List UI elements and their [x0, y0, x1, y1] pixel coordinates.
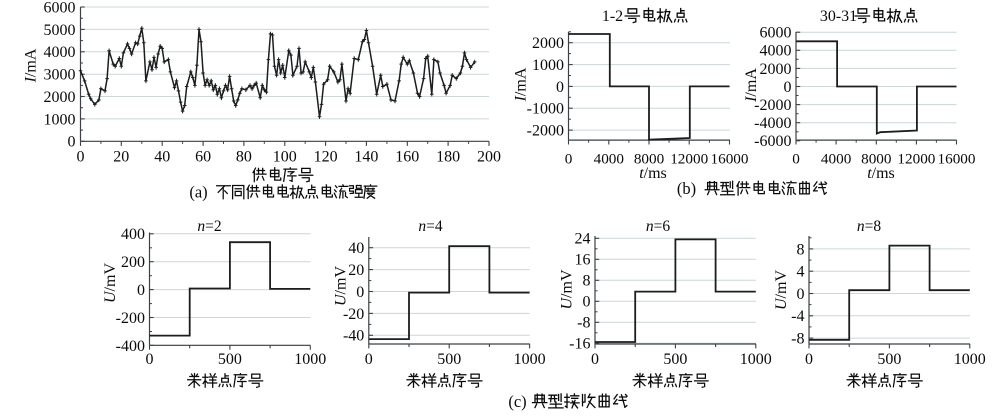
svg-text:-6000: -6000 [754, 133, 791, 150]
svg-text:60: 60 [195, 149, 211, 166]
svg-text:t/ms: t/ms [867, 165, 895, 182]
svg-text:6000: 6000 [44, 0, 76, 16]
svg-text:I/mA: I/mA [743, 68, 760, 103]
svg-text:4: 4 [797, 264, 805, 281]
svg-text:-2000: -2000 [754, 97, 791, 114]
svg-text:1000: 1000 [514, 351, 546, 368]
svg-text:-2000: -2000 [527, 123, 564, 140]
svg-text:0: 0 [792, 150, 800, 167]
svg-text:U/mV: U/mV [558, 269, 575, 309]
svg-text:5000: 5000 [44, 22, 76, 39]
svg-text:-4: -4 [791, 308, 804, 325]
svg-text:4000: 4000 [821, 150, 852, 167]
svg-text:0: 0 [356, 284, 364, 301]
svg-text:0: 0 [137, 282, 145, 299]
svg-text:500: 500 [218, 351, 242, 368]
svg-text:40: 40 [154, 149, 170, 166]
svg-text:120: 120 [314, 149, 338, 166]
svg-text:n=6: n=6 [646, 218, 670, 235]
svg-text:1000: 1000 [532, 57, 564, 74]
svg-text:4000: 4000 [760, 43, 792, 60]
svg-text:-200: -200 [116, 310, 145, 327]
svg-text:160: 160 [395, 149, 419, 166]
svg-text:0: 0 [77, 149, 85, 166]
svg-text:40: 40 [348, 240, 364, 257]
svg-text:(b): (b) [677, 179, 696, 198]
svg-text:20: 20 [113, 149, 129, 166]
svg-text:12000: 12000 [670, 150, 708, 167]
svg-text:6000: 6000 [760, 25, 792, 42]
svg-text:200: 200 [477, 149, 501, 166]
svg-text:n=8: n=8 [857, 218, 881, 235]
svg-text:140: 140 [354, 149, 378, 166]
svg-text:1000: 1000 [740, 351, 772, 368]
svg-text:2000: 2000 [532, 35, 564, 52]
svg-text:500: 500 [437, 351, 461, 368]
svg-text:3000: 3000 [44, 67, 76, 84]
svg-text:(a): (a) [189, 183, 207, 202]
svg-text:4000: 4000 [594, 150, 625, 167]
svg-text:0: 0 [556, 79, 564, 96]
svg-text:2000: 2000 [44, 89, 76, 106]
svg-text:400: 400 [121, 226, 145, 243]
svg-text:8000: 8000 [634, 150, 665, 167]
svg-text:1-2: 1-2 [602, 8, 623, 25]
svg-text:0: 0 [68, 134, 76, 151]
svg-text:0: 0 [583, 294, 591, 311]
svg-text:n=2: n=2 [197, 218, 221, 235]
svg-text:0: 0 [365, 351, 373, 368]
svg-text:1000: 1000 [44, 111, 76, 128]
svg-text:U/mV: U/mV [332, 266, 349, 306]
svg-text:180: 180 [436, 149, 460, 166]
svg-text:-400: -400 [116, 338, 145, 355]
svg-text:U/mV: U/mV [102, 263, 119, 303]
svg-text:1000: 1000 [954, 351, 986, 368]
svg-text:8: 8 [797, 241, 805, 258]
svg-text:0: 0 [797, 286, 805, 303]
svg-text:-4000: -4000 [754, 115, 791, 132]
svg-text:80: 80 [236, 149, 252, 166]
svg-text:100: 100 [273, 149, 297, 166]
svg-text:-16: -16 [569, 336, 590, 353]
svg-text:30-31: 30-31 [820, 8, 857, 25]
svg-text:2000: 2000 [760, 61, 792, 78]
svg-text:1000: 1000 [294, 351, 326, 368]
svg-text:12000: 12000 [897, 150, 935, 167]
svg-text:24: 24 [575, 231, 591, 248]
svg-text:8000: 8000 [861, 150, 892, 167]
svg-text:U/mV: U/mV [773, 270, 790, 310]
svg-text:-8: -8 [791, 331, 804, 348]
svg-text:16000: 16000 [938, 150, 976, 167]
svg-text:n=4: n=4 [418, 218, 442, 235]
svg-text:t/ms: t/ms [639, 165, 667, 182]
svg-text:I/mA: I/mA [22, 48, 39, 83]
svg-text:0: 0 [784, 79, 792, 96]
svg-text:500: 500 [663, 351, 687, 368]
svg-text:(c): (c) [508, 392, 526, 411]
svg-text:-40: -40 [343, 328, 364, 345]
svg-text:20: 20 [348, 262, 364, 279]
svg-text:-8: -8 [577, 315, 590, 332]
svg-text:200: 200 [121, 254, 145, 271]
svg-text:-20: -20 [343, 306, 364, 323]
svg-text:500: 500 [877, 351, 901, 368]
svg-text:16: 16 [575, 252, 591, 269]
svg-text:0: 0 [146, 351, 154, 368]
svg-text:4000: 4000 [44, 44, 76, 61]
svg-text:0: 0 [805, 351, 813, 368]
svg-text:I/mA: I/mA [512, 67, 529, 102]
svg-text:8: 8 [583, 273, 591, 290]
svg-text:0: 0 [565, 150, 573, 167]
svg-text:-1000: -1000 [527, 101, 564, 118]
svg-text:0: 0 [591, 351, 599, 368]
svg-text:16000: 16000 [711, 150, 749, 167]
